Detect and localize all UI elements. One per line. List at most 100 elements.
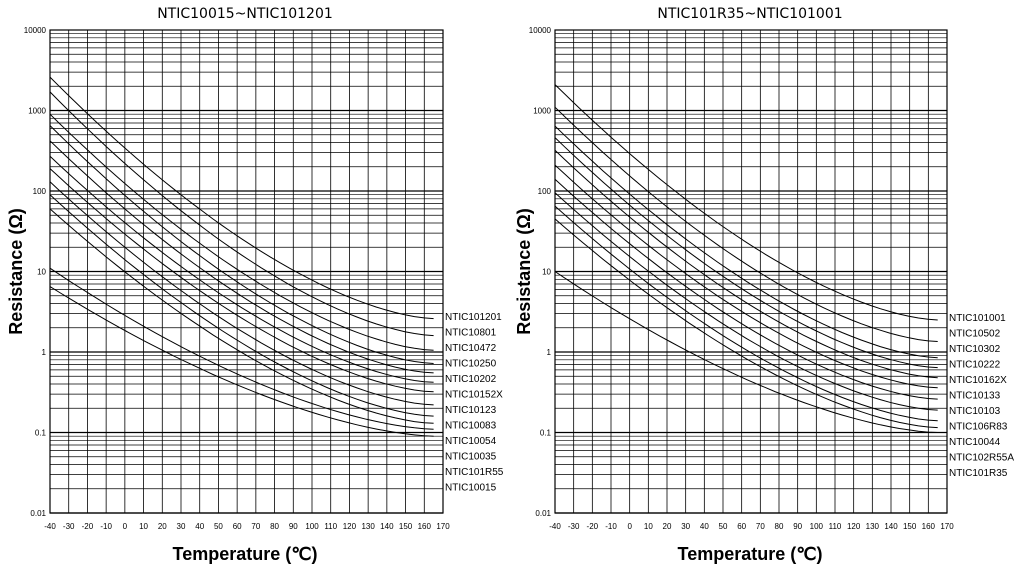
x-tick-label: -10 — [605, 522, 617, 531]
grid — [49, 30, 444, 514]
x-tick-label: 100 — [305, 522, 319, 531]
series-line-ntic102r55a — [554, 218, 938, 429]
series-label-ntic101001: NTIC101001 — [949, 313, 1006, 324]
series-line-ntic101201 — [49, 76, 434, 320]
x-tick-label: -20 — [587, 522, 599, 531]
x-tick-label: 120 — [847, 522, 861, 531]
x-tick-label: 30 — [681, 522, 690, 531]
x-tick-label: 20 — [158, 522, 167, 531]
series-line-ntic101r35 — [554, 271, 938, 433]
y-tick-label: 1 — [547, 348, 552, 357]
series-line-ntic10103 — [554, 178, 938, 400]
x-tick-label: 140 — [380, 522, 394, 531]
series-line-ntic10133 — [554, 164, 938, 389]
series-label-ntic101r55: NTIC101R55 — [445, 467, 504, 478]
chart-panel-2: NTIC101R35~NTIC101001 -40 -30 -20 -10 0 10 20 30… — [514, 6, 1014, 564]
series-line-ntic10162x — [554, 149, 938, 379]
grid — [554, 30, 948, 514]
series-label-ntic102r55a: NTIC102R55A — [949, 453, 1014, 464]
x-tick-label: 0 — [627, 522, 632, 531]
x-tick-label: 150 — [399, 522, 413, 531]
series-label-ntic10250: NTIC10250 — [445, 359, 497, 370]
x-tick-label: -40 — [549, 522, 561, 531]
series-label-ntic10502: NTIC10502 — [949, 329, 1001, 340]
y-tick-label: 1000 — [28, 107, 46, 116]
series-line-ntic10222 — [554, 137, 938, 369]
y-tick-label: 0.01 — [30, 509, 46, 518]
x-tick-label: -30 — [63, 522, 75, 531]
x-tick-label: 40 — [195, 522, 204, 531]
series-line-ntic101001 — [554, 84, 938, 321]
x-tick-label: 160 — [922, 522, 936, 531]
series-label-ntic10083: NTIC10083 — [445, 421, 497, 432]
x-tick-label: 150 — [903, 522, 917, 531]
x-tick-label: 140 — [884, 522, 898, 531]
y-axis-label: Resistance (Ω) — [6, 208, 26, 334]
x-tick-label: 40 — [700, 522, 709, 531]
series-label-ntic101r35: NTIC101R35 — [949, 468, 1008, 479]
series-line-ntic10035 — [49, 208, 434, 424]
x-axis-label: Temperature (℃) — [173, 544, 318, 564]
x-tick-label: 0 — [123, 522, 128, 531]
y-tick-label: 100 — [538, 187, 552, 196]
x-axis-label: Temperature (℃) — [678, 544, 823, 564]
x-tick-label: 70 — [756, 522, 765, 531]
series-line-ntic10202 — [49, 140, 434, 374]
series-label-ntic10801: NTIC10801 — [445, 328, 497, 339]
series-line-ntic10044 — [554, 205, 938, 422]
series-line-ntic10502 — [554, 106, 938, 342]
series-line-ntic10302 — [554, 125, 938, 359]
series-label-ntic10044: NTIC10044 — [949, 437, 1001, 448]
chart-title: NTIC101R35~NTIC101001 — [657, 6, 842, 22]
x-tick-label: 10 — [139, 522, 148, 531]
x-tick-label: 50 — [719, 522, 728, 531]
series-line-ntic10015 — [49, 286, 434, 437]
x-tick-label: 130 — [866, 522, 880, 531]
series-line-ntic10801 — [49, 91, 434, 337]
x-tick-label: 50 — [214, 522, 223, 531]
chart-title: NTIC10015~NTIC101201 — [157, 6, 333, 22]
series-label-ntic10103: NTIC10103 — [949, 406, 1001, 417]
x-tick-label: -30 — [568, 522, 580, 531]
series-line-ntic101r55 — [49, 267, 434, 430]
y-tick-label: 1000 — [533, 107, 551, 116]
series-label-ntic10472: NTIC10472 — [445, 343, 497, 354]
y-tick-label: 10000 — [24, 26, 47, 35]
chart-panel-1: NTIC10015~NTIC101201 -40 -30 -20 -10 0 10 20 30 4… — [6, 6, 504, 564]
x-tick-label: 110 — [324, 522, 337, 531]
series-line-ntic10250 — [49, 125, 434, 364]
x-tick-label: 70 — [251, 522, 260, 531]
y-tick-label: 0.1 — [540, 429, 552, 438]
series-line-ntic10083 — [49, 181, 434, 406]
x-tick-label: 160 — [418, 522, 432, 531]
x-tick-label: 90 — [793, 522, 802, 531]
series-label-ntic106r83: NTIC106R83 — [949, 422, 1008, 433]
series-label-ntic10133: NTIC10133 — [949, 391, 1001, 402]
x-tick-label: 100 — [810, 522, 824, 531]
x-tick-label: 80 — [775, 522, 784, 531]
series-line-ntic10472 — [49, 113, 434, 351]
series-label-ntic10222: NTIC10222 — [949, 360, 1001, 371]
x-tick-label: 60 — [233, 522, 242, 531]
x-tick-label: -20 — [82, 522, 94, 531]
series-label-ntic10123: NTIC10123 — [445, 405, 497, 416]
x-tick-label: 60 — [737, 522, 746, 531]
series-label-ntic10162x: NTIC10162X — [949, 375, 1007, 386]
y-axis-label: Resistance (Ω) — [514, 208, 534, 334]
x-tick-label: 30 — [177, 522, 186, 531]
x-tick-label: -10 — [100, 522, 112, 531]
plot-frame — [49, 29, 444, 514]
x-tick-label: 20 — [663, 522, 672, 531]
y-tick-label: 10 — [542, 268, 551, 277]
x-tick-label: 130 — [361, 522, 375, 531]
series-line-ntic10123 — [49, 168, 434, 393]
x-tick-label: 170 — [940, 522, 954, 531]
series-label-ntic10302: NTIC10302 — [949, 344, 1001, 355]
series-label-ntic10054: NTIC10054 — [445, 436, 497, 447]
series-label-ntic101201: NTIC101201 — [445, 312, 502, 323]
x-tick-label: -40 — [44, 522, 56, 531]
series-label-ntic10152x: NTIC10152X — [445, 390, 503, 401]
x-tick-label: 120 — [343, 522, 357, 531]
x-tick-label: 170 — [436, 522, 450, 531]
